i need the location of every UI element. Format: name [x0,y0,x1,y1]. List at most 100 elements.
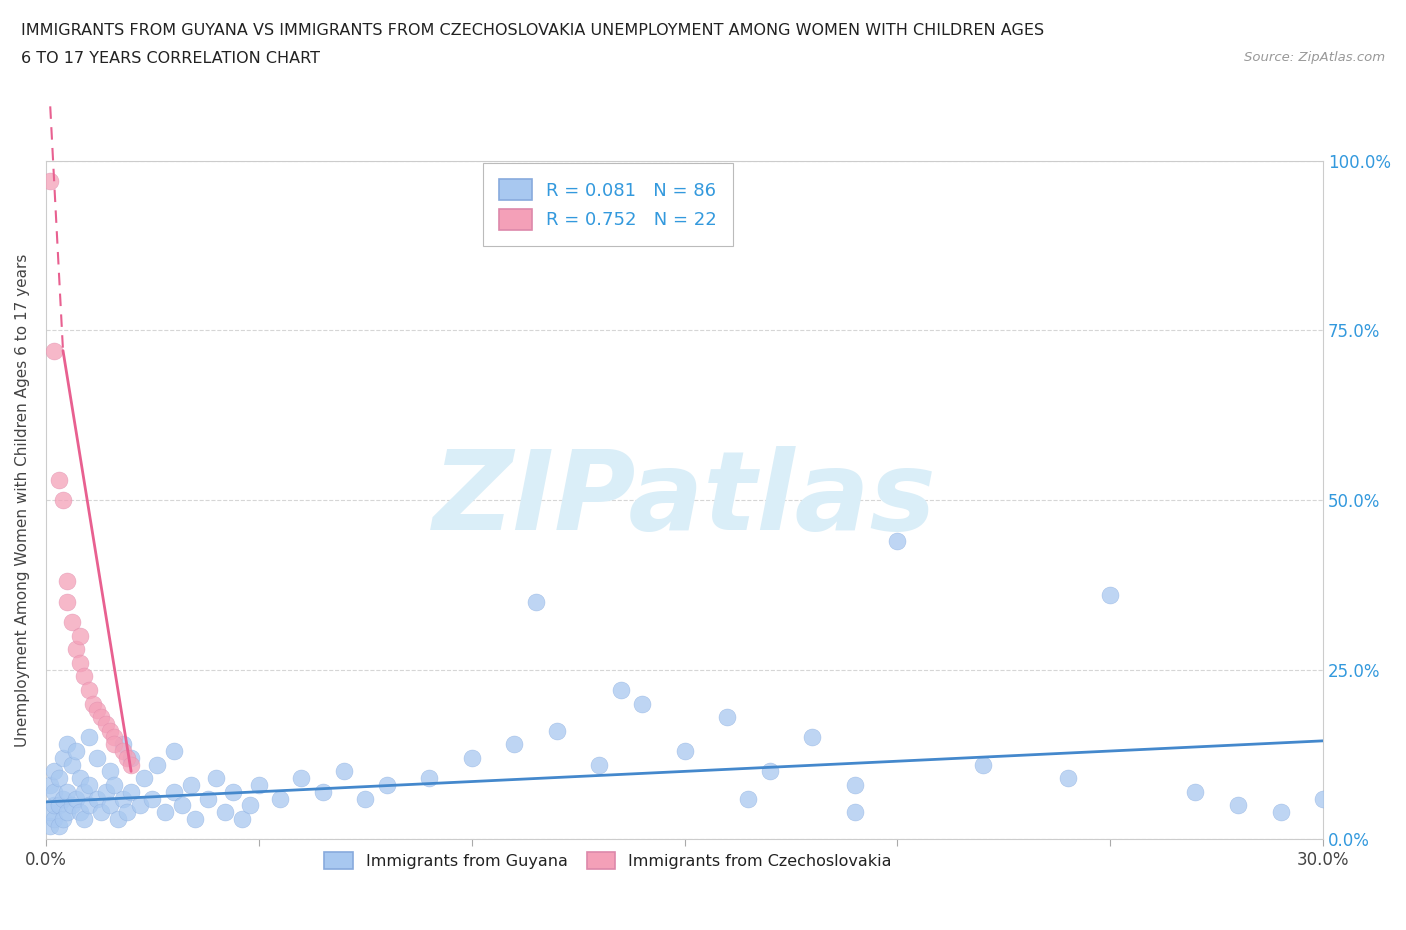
Point [247,777,270,792]
Point [214,804,236,819]
Point [103,777,125,792]
Point [141,791,163,806]
Point [180,777,202,792]
Point [588,757,610,772]
Point [231,812,253,827]
Point [86,751,108,765]
Point [503,737,526,751]
Point [1099,588,1122,603]
Point [60,757,83,772]
Point [524,594,547,609]
Legend: Immigrants from Guyana, Immigrants from Czechoslovakia: Immigrants from Guyana, Immigrants from … [318,846,898,875]
Point [758,764,780,778]
Point [844,777,866,792]
Point [77,730,100,745]
Point [48,472,70,487]
Point [111,737,134,751]
Point [86,791,108,806]
Point [73,784,96,799]
Point [103,737,125,751]
Point [44,798,66,813]
Text: 6 TO 17 YEARS CORRELATION CHART: 6 TO 17 YEARS CORRELATION CHART [21,51,321,66]
Point [609,683,631,698]
Point [375,777,398,792]
Point [86,703,108,718]
Point [239,798,262,813]
Point [48,818,70,833]
Point [111,744,134,759]
Point [90,804,112,819]
Text: ZIPatlas: ZIPatlas [433,446,936,553]
Point [737,791,759,806]
Point [1270,804,1292,819]
Point [546,724,568,738]
Point [111,791,134,806]
Point [69,771,91,786]
Point [77,798,100,813]
Point [312,784,335,799]
Point [82,696,104,711]
Point [197,791,219,806]
Point [333,764,356,778]
Point [48,798,70,813]
Point [52,791,75,806]
Point [65,744,87,759]
Point [801,730,824,745]
Point [205,771,228,786]
Point [98,764,121,778]
Point [132,771,155,786]
Point [172,798,194,813]
Point [94,784,117,799]
Point [69,804,91,819]
Point [90,710,112,724]
Point [39,777,62,792]
Text: Source: ZipAtlas.com: Source: ZipAtlas.com [1244,51,1385,64]
Point [98,724,121,738]
Point [163,784,186,799]
Point [44,784,66,799]
Point [354,791,377,806]
Point [65,642,87,657]
Point [77,683,100,698]
Point [1312,791,1334,806]
Point [39,174,62,189]
Point [1227,798,1250,813]
Point [972,757,994,772]
Point [69,656,91,671]
Point [716,710,738,724]
Point [69,629,91,644]
Point [184,812,207,827]
Point [44,343,66,358]
Point [222,784,245,799]
Y-axis label: Unemployment Among Women with Children Ages 6 to 17 years: Unemployment Among Women with Children A… [15,253,30,747]
Point [77,777,100,792]
Point [128,798,150,813]
Point [1184,784,1206,799]
Point [844,804,866,819]
Point [73,812,96,827]
Point [44,812,66,827]
Point [44,764,66,778]
Point [52,493,75,508]
Point [290,771,312,786]
Point [39,804,62,819]
Point [631,696,654,711]
Point [886,533,908,548]
Point [120,784,142,799]
Point [98,798,121,813]
Point [73,669,96,684]
Point [673,744,696,759]
Point [163,744,186,759]
Point [56,737,79,751]
Point [56,594,79,609]
Point [115,751,138,765]
Point [269,791,291,806]
Point [460,751,482,765]
Point [56,784,79,799]
Point [60,615,83,630]
Point [52,751,75,765]
Point [115,804,138,819]
Point [1056,771,1078,786]
Point [103,730,125,745]
Point [52,812,75,827]
